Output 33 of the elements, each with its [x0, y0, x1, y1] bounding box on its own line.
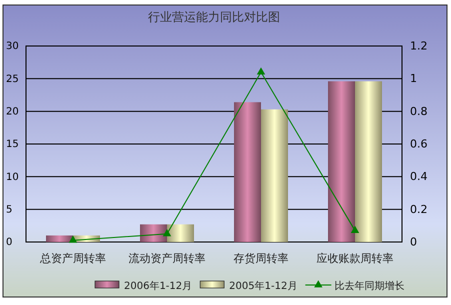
y2-tick-label: 0.6: [410, 138, 428, 151]
x-tick-label: 总资产周转率: [39, 252, 106, 265]
y-tick-label: 0: [6, 237, 12, 248]
bar: [234, 102, 261, 242]
y-tick-label: 10: [6, 172, 19, 183]
point: [256, 67, 266, 75]
y2-tick-label: 0.4: [410, 170, 428, 184]
point: [350, 226, 360, 233]
y2-tick-label: 0.8: [410, 104, 428, 118]
y-tick-label: 15: [6, 139, 19, 150]
bar: [355, 81, 382, 242]
x-tick-label: 应收账款周转率: [316, 252, 394, 265]
legend-label: 比去年同期增长: [334, 280, 404, 292]
y-tick-label: 30: [6, 41, 19, 52]
point: [162, 229, 172, 236]
legend-label: 2005年1-12月: [229, 280, 298, 292]
x-tick-label: 流动资产周转率: [128, 252, 206, 265]
y2-tick-label: 1: [410, 72, 417, 86]
bar: [328, 81, 355, 242]
point: [68, 236, 78, 243]
legend-label: 2006年1-12月: [124, 280, 192, 292]
x-tick-label: 存货周转率: [234, 252, 288, 265]
bar: [46, 235, 73, 242]
y-tick-label: 5: [6, 204, 12, 216]
y2-tick-label: 0.2: [410, 202, 428, 216]
y2-tick-label: 1.2: [410, 40, 428, 53]
bar: [261, 109, 288, 242]
y-tick-label: 20: [6, 106, 19, 118]
bar: [140, 224, 167, 242]
y-tick-label: 25: [6, 74, 19, 85]
y2-tick-label: 0: [410, 236, 417, 249]
chart-title: 行业营运能力同比对比图: [148, 10, 280, 24]
bar: [167, 224, 194, 242]
